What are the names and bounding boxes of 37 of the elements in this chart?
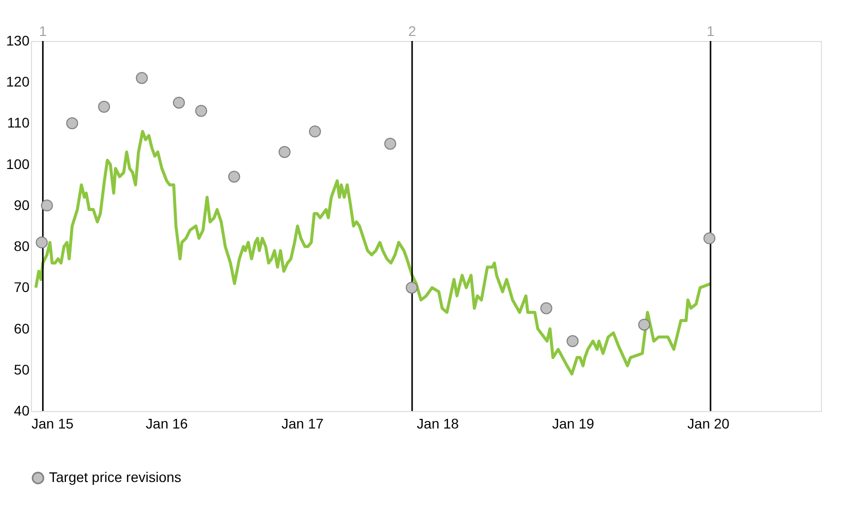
line-series [34,130,712,376]
x-tick-label: Jan 16 [146,416,188,432]
x-tick-label: Jan 20 [687,416,730,432]
point [406,282,418,294]
point [703,232,716,244]
point [566,335,579,348]
y-tick-label: 40 [14,402,30,418]
y-tick-label: 80 [14,238,30,254]
ref-line-label: 2 [408,23,416,39]
y-tick-label: 130 [6,32,30,48]
y-tick-label: 70 [14,279,30,296]
point [36,236,48,248]
point [98,100,110,113]
ref-line-label: 1 [38,23,47,39]
x-tick-label: Jan 18 [416,416,460,432]
point [172,96,185,109]
y-tick-label: 90 [14,196,30,213]
legend-label: Target price revisions [49,469,182,485]
y-tick-label: 50 [14,361,30,378]
point [66,117,78,130]
x-tick-label: Jan 19 [552,416,594,432]
point [540,302,552,314]
y-tick-label: 110 [7,114,30,131]
point [308,125,321,138]
y-tick-label: 120 [6,74,30,90]
point [638,318,650,331]
ref-line-label: 1 [706,23,715,39]
x-tick-label: Jan 17 [281,416,324,432]
point [136,72,148,84]
y-tick-label: 60 [14,320,30,336]
point [195,104,208,117]
point [40,199,53,212]
x-tick-label: Jan 15 [32,416,74,432]
point [384,138,396,150]
point [228,170,240,183]
point [278,146,291,158]
y-tick-label: 100 [6,156,30,172]
